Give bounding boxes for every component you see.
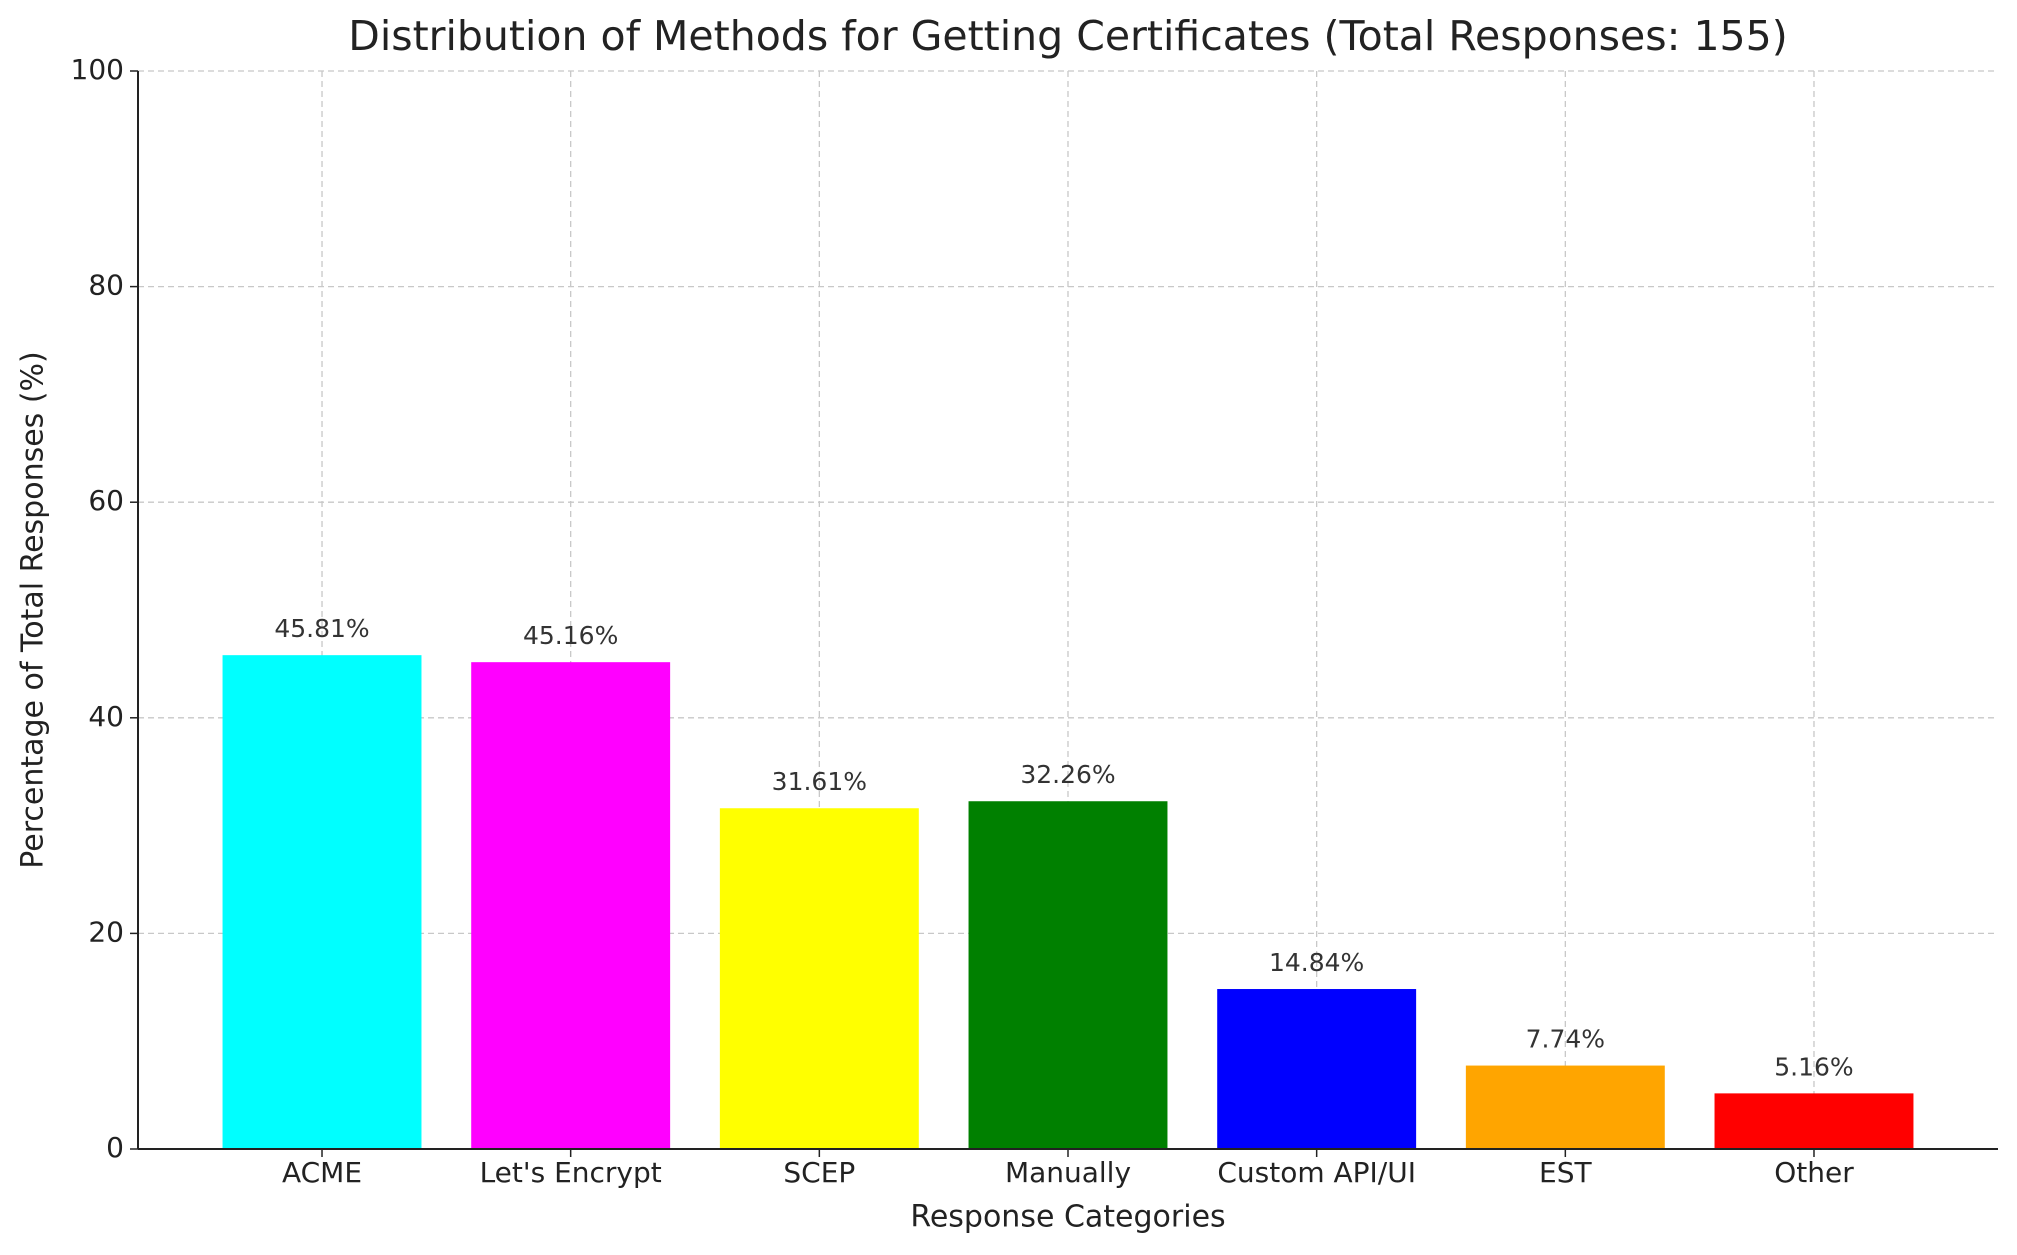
y-axis-label: Percentage of Total Responses (%) <box>16 351 51 869</box>
x-tick-label: EST <box>1539 1156 1592 1189</box>
bar <box>1465 1065 1665 1149</box>
x-tick-label: Other <box>1774 1156 1854 1189</box>
x-axis-label: Response Categories <box>910 1200 1225 1235</box>
bar <box>968 801 1168 1149</box>
value-label: 31.61% <box>772 767 867 796</box>
bar <box>222 655 422 1149</box>
value-label: 45.16% <box>523 621 618 650</box>
value-label: 32.26% <box>1020 760 1115 789</box>
bar <box>471 662 671 1149</box>
value-label: 7.74% <box>1526 1025 1605 1054</box>
x-tick-label: Manually <box>1005 1156 1131 1189</box>
x-tick-label: Let's Encrypt <box>480 1156 662 1189</box>
bar <box>1217 989 1417 1149</box>
y-tick-label: 0 <box>106 1131 124 1164</box>
y-tick-label: 60 <box>88 484 124 517</box>
y-tick-label: 40 <box>88 700 124 733</box>
y-tick-label: 100 <box>71 53 124 86</box>
bar <box>1714 1093 1914 1149</box>
value-label: 45.81% <box>274 614 369 643</box>
y-tick-label: 80 <box>88 269 124 302</box>
x-tick-label: Custom API/UI <box>1217 1156 1416 1189</box>
x-tick-label: SCEP <box>783 1156 855 1189</box>
y-tick-label: 20 <box>88 915 124 948</box>
bar <box>719 808 919 1149</box>
value-label: 5.16% <box>1774 1052 1853 1081</box>
value-label: 14.84% <box>1269 948 1364 977</box>
chart-title: Distribution of Methods for Getting Cert… <box>348 12 1787 60</box>
x-tick-label: ACME <box>282 1156 362 1189</box>
